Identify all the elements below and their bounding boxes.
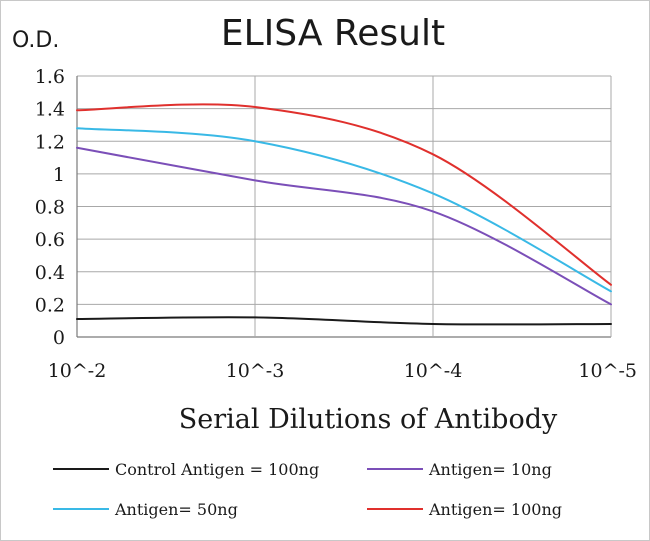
x-tick-label: 10^-5 [578,360,637,382]
y-axis-label: O.D. [12,28,59,53]
series-line-2 [76,127,612,293]
legend-label: Control Antigen = 100ng [115,460,319,479]
series-line-0 [76,316,612,326]
series-lines [76,103,612,326]
legend-label: Antigen= 50ng [114,500,238,519]
legend: Control Antigen = 100ng Antigen= 10ng Anti… [53,460,562,519]
y-tick-label: 0.8 [35,197,65,219]
x-axis-label: Serial Dilutions of Antibody [179,404,558,435]
y-tick-label: 0 [53,327,65,349]
legend-label: Antigen= 10ng [428,460,552,479]
y-tick-label: 1.2 [35,131,65,153]
y-tick-label: 1.4 [35,99,65,121]
y-tick-labels: 0 0.2 0.4 0.6 0.8 1 1.2 1.4 1.6 [35,66,65,349]
x-tick-label: 10^-4 [404,360,463,382]
x-tick-label: 10^-2 [48,360,107,382]
x-tick-label: 10^-3 [226,360,285,382]
y-tick-label: 0.4 [35,262,65,284]
y-tick-label: 0.2 [35,294,65,316]
x-tick-labels: 10^-2 10^-3 10^-4 10^-5 [48,360,637,382]
y-tick-label: 0.6 [35,229,65,251]
y-tick-label: 1.6 [35,66,65,88]
gridlines [76,75,612,338]
y-tick-label: 1 [53,164,65,186]
series-line-1 [76,146,612,306]
legend-label: Antigen= 100ng [428,500,562,519]
series-line-3 [76,103,612,286]
chart-title: ELISA Result [221,13,445,54]
